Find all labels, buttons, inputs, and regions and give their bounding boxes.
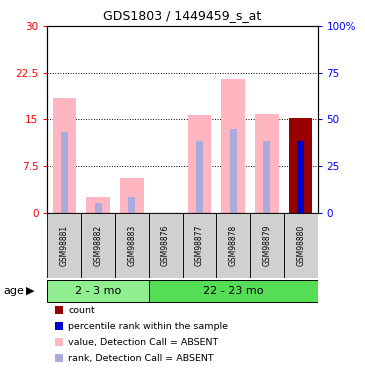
Text: GSM98881: GSM98881 xyxy=(60,225,69,266)
Bar xyxy=(115,213,149,278)
Text: GSM98876: GSM98876 xyxy=(161,225,170,266)
Text: rank, Detection Call = ABSENT: rank, Detection Call = ABSENT xyxy=(68,354,214,363)
Text: value, Detection Call = ABSENT: value, Detection Call = ABSENT xyxy=(68,338,219,347)
Bar xyxy=(86,197,110,213)
Bar xyxy=(289,118,312,213)
Bar xyxy=(128,197,135,213)
Bar xyxy=(221,79,245,213)
Text: GSM98882: GSM98882 xyxy=(93,225,103,266)
Text: GSM98877: GSM98877 xyxy=(195,225,204,266)
Bar xyxy=(196,141,203,213)
Text: GDS1803 / 1449459_s_at: GDS1803 / 1449459_s_at xyxy=(103,9,262,22)
Bar xyxy=(47,213,81,278)
Text: 22 - 23 mo: 22 - 23 mo xyxy=(203,286,264,296)
Bar xyxy=(149,213,182,278)
Bar xyxy=(284,213,318,278)
Text: 2 - 3 mo: 2 - 3 mo xyxy=(75,286,121,296)
Text: age: age xyxy=(4,286,24,296)
Text: percentile rank within the sample: percentile rank within the sample xyxy=(68,322,228,331)
Bar xyxy=(230,129,237,213)
Bar xyxy=(53,98,76,213)
Text: GSM98883: GSM98883 xyxy=(127,225,137,266)
Bar xyxy=(216,213,250,278)
Text: GSM98879: GSM98879 xyxy=(262,225,272,266)
Text: GSM98880: GSM98880 xyxy=(296,225,305,266)
Bar xyxy=(264,141,270,213)
Bar xyxy=(61,132,68,213)
Text: ▶: ▶ xyxy=(26,286,34,296)
Bar xyxy=(120,178,144,213)
Text: count: count xyxy=(68,306,95,315)
Bar xyxy=(182,213,216,278)
Bar xyxy=(297,141,304,213)
Bar xyxy=(255,114,279,213)
Text: GSM98878: GSM98878 xyxy=(228,225,238,266)
Bar xyxy=(188,115,211,213)
Bar xyxy=(250,213,284,278)
Bar xyxy=(149,279,318,303)
Bar xyxy=(47,279,149,303)
Bar xyxy=(95,203,101,213)
Bar xyxy=(81,213,115,278)
